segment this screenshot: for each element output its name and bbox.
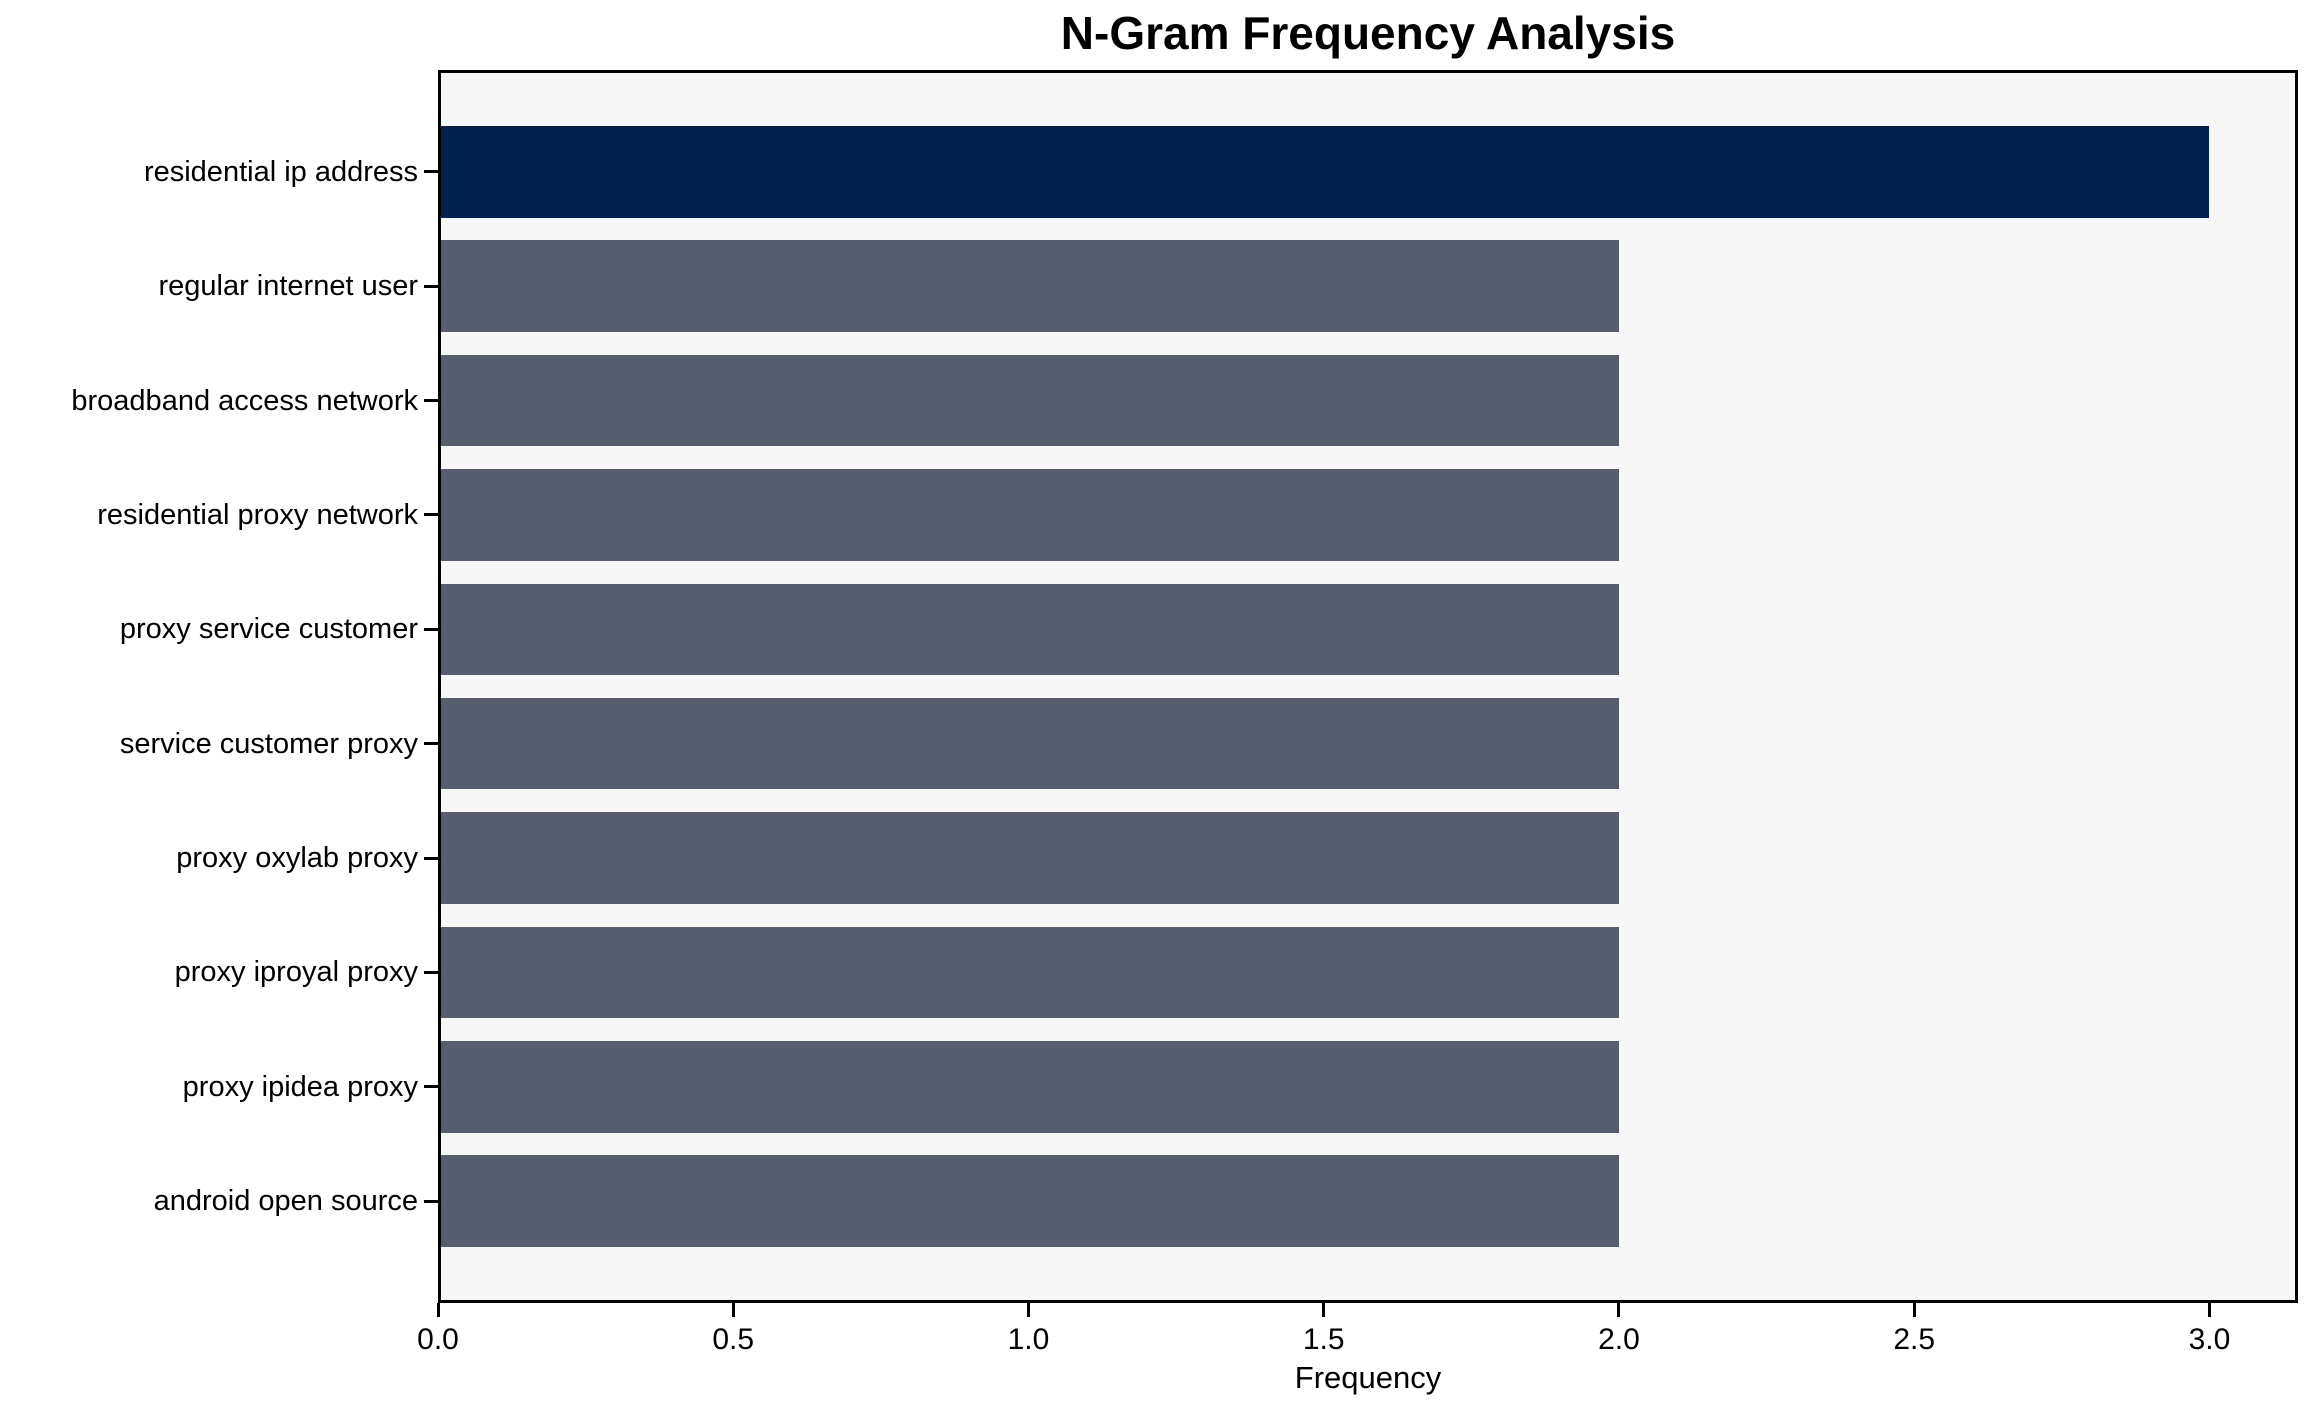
bar-regular-internet-user — [438, 240, 1619, 332]
y-tick-mark — [424, 627, 438, 631]
bar-service-customer-proxy — [438, 697, 1619, 790]
bar-proxy-oxylab-proxy — [438, 812, 1619, 904]
y-tick-mark — [424, 970, 438, 974]
x-tick-label: 0.5 — [712, 1323, 755, 1356]
bar-residential-ip-address — [438, 126, 2210, 218]
y-tick-label: proxy oxylab proxy — [176, 842, 418, 875]
x-tick-mark — [731, 1303, 735, 1317]
x-tick-label: 1.5 — [1302, 1323, 1345, 1356]
bar-broadband-access-network — [438, 354, 1619, 447]
y-tick-mark — [424, 284, 438, 288]
x-tick-mark — [436, 1303, 440, 1317]
x-tick-mark — [2207, 1303, 2211, 1317]
bar-residential-proxy-network — [438, 469, 1619, 561]
y-tick-mark — [424, 856, 438, 860]
bar-proxy-iproyal-proxy — [438, 926, 1619, 1019]
bar-proxy-service-customer — [438, 583, 1619, 676]
y-tick-label: android open source — [153, 1185, 418, 1218]
y-tick-mark — [424, 513, 438, 517]
x-tick-mark — [1617, 1303, 1621, 1317]
y-tick-mark — [424, 399, 438, 403]
plot-area — [438, 70, 2298, 1303]
bar-android-open-source — [438, 1155, 1619, 1247]
y-tick-label: broadband access network — [71, 384, 418, 417]
chart-title: N-Gram Frequency Analysis — [1060, 7, 1676, 59]
y-tick-label: regular internet user — [158, 270, 418, 303]
y-tick-label: proxy ipidea proxy — [182, 1070, 418, 1103]
x-tick-mark — [1322, 1303, 1326, 1317]
y-tick-mark — [424, 1085, 438, 1089]
x-tick-mark — [1026, 1303, 1030, 1317]
x-tick-label: 0.0 — [417, 1323, 459, 1356]
y-tick-mark — [424, 742, 438, 746]
y-tick-label: service customer proxy — [119, 727, 418, 760]
x-tick-label: 3.0 — [2188, 1323, 2231, 1356]
x-tick-label: 2.5 — [1893, 1323, 1936, 1356]
y-tick-mark — [424, 1199, 438, 1203]
x-tick-label: 2.0 — [1598, 1323, 1640, 1356]
y-tick-label: proxy service customer — [119, 613, 418, 646]
x-axis-label: Frequency — [1294, 1360, 1442, 1395]
y-tick-label: proxy iproyal proxy — [174, 956, 418, 989]
bar-proxy-ipidea-proxy — [438, 1041, 1619, 1133]
y-tick-label: residential ip address — [143, 155, 418, 188]
y-tick-mark — [424, 170, 438, 174]
x-tick-label: 1.0 — [1007, 1323, 1050, 1356]
x-tick-mark — [1912, 1303, 1916, 1317]
y-tick-label: residential proxy network — [97, 498, 418, 531]
